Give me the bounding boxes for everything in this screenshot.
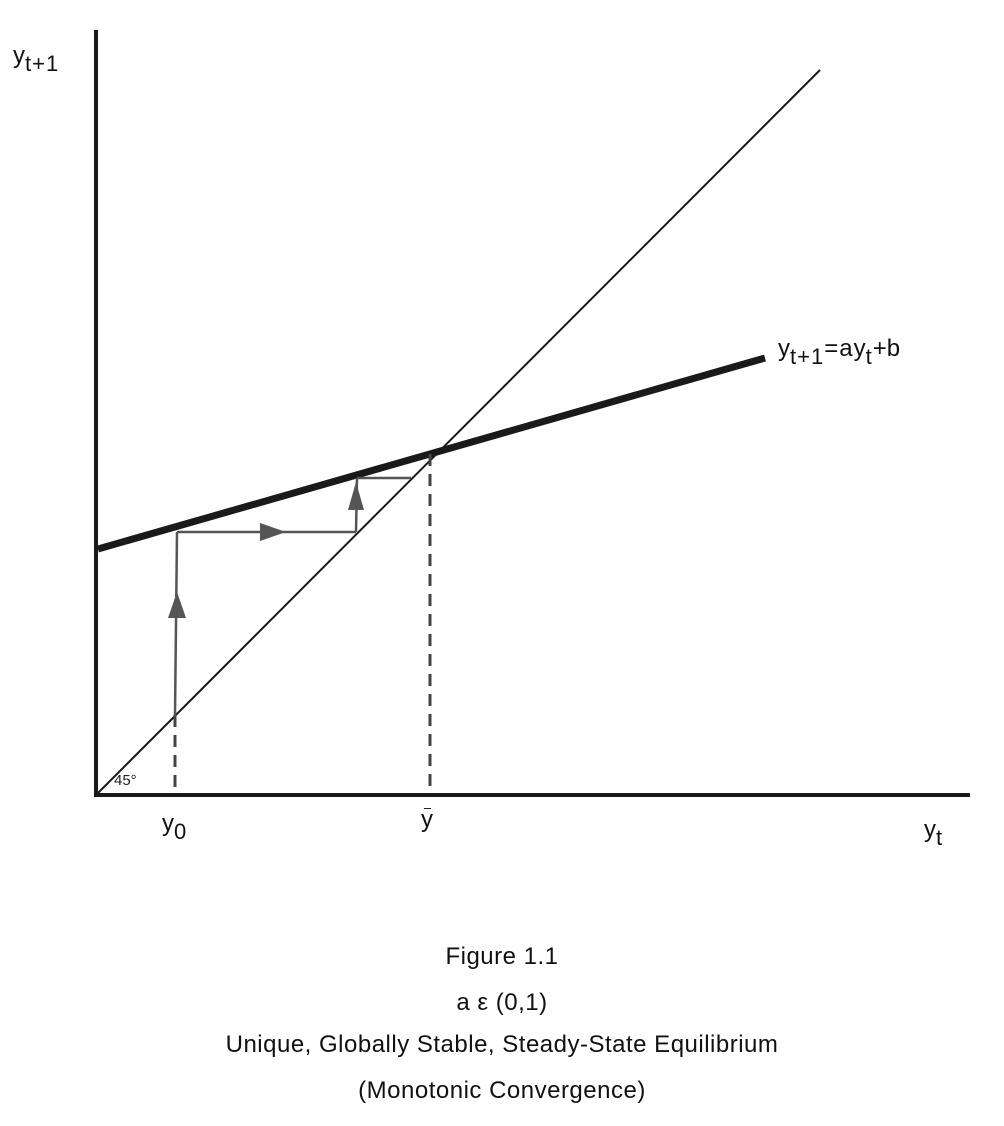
parameter-condition: a ε (0,1) (456, 989, 548, 1016)
y0-label-base: y (162, 810, 174, 837)
angle-label: 45° (114, 772, 137, 789)
y-axis-label: yt+1 (13, 42, 59, 75)
y-axis-label-base: y (13, 42, 25, 69)
x-axis-label: yt (924, 816, 943, 849)
ybar-label: y (421, 808, 433, 832)
equation-tail: +b (872, 335, 901, 362)
y-axis-label-sub: t+1 (25, 51, 60, 76)
figure-number: Figure 1.1 (445, 943, 559, 970)
y0-label-sub: 0 (174, 819, 188, 844)
equation-rhs-sub: t (865, 344, 873, 369)
x-axis-label-base: y (924, 816, 936, 843)
path-arrow-right-1 (260, 523, 286, 541)
equation-eq: =a (824, 335, 854, 362)
figure-subtitle: (Monotonic Convergence) (358, 1077, 646, 1104)
path-arrow-up-1 (168, 592, 186, 618)
path-arrow-up-2 (348, 482, 364, 510)
y0-label: y0 (162, 810, 187, 843)
equation-lhs-base: y (778, 335, 790, 362)
ybar-label-text: y (421, 806, 433, 833)
45-degree-line (95, 69, 821, 796)
x-axis-label-sub: t (936, 825, 944, 850)
difference-equation-label: yt+1=ayt+b (778, 335, 901, 368)
figure-title: Unique, Globally Stable, Steady-State Eq… (225, 1031, 779, 1058)
path-step-1-vertical (173, 531, 179, 716)
equation-rhs-base: y (853, 335, 866, 362)
cobweb-diagram (94, 30, 970, 797)
difference-equation-line (97, 354, 766, 553)
equation-lhs-sub: t+1 (790, 344, 825, 369)
